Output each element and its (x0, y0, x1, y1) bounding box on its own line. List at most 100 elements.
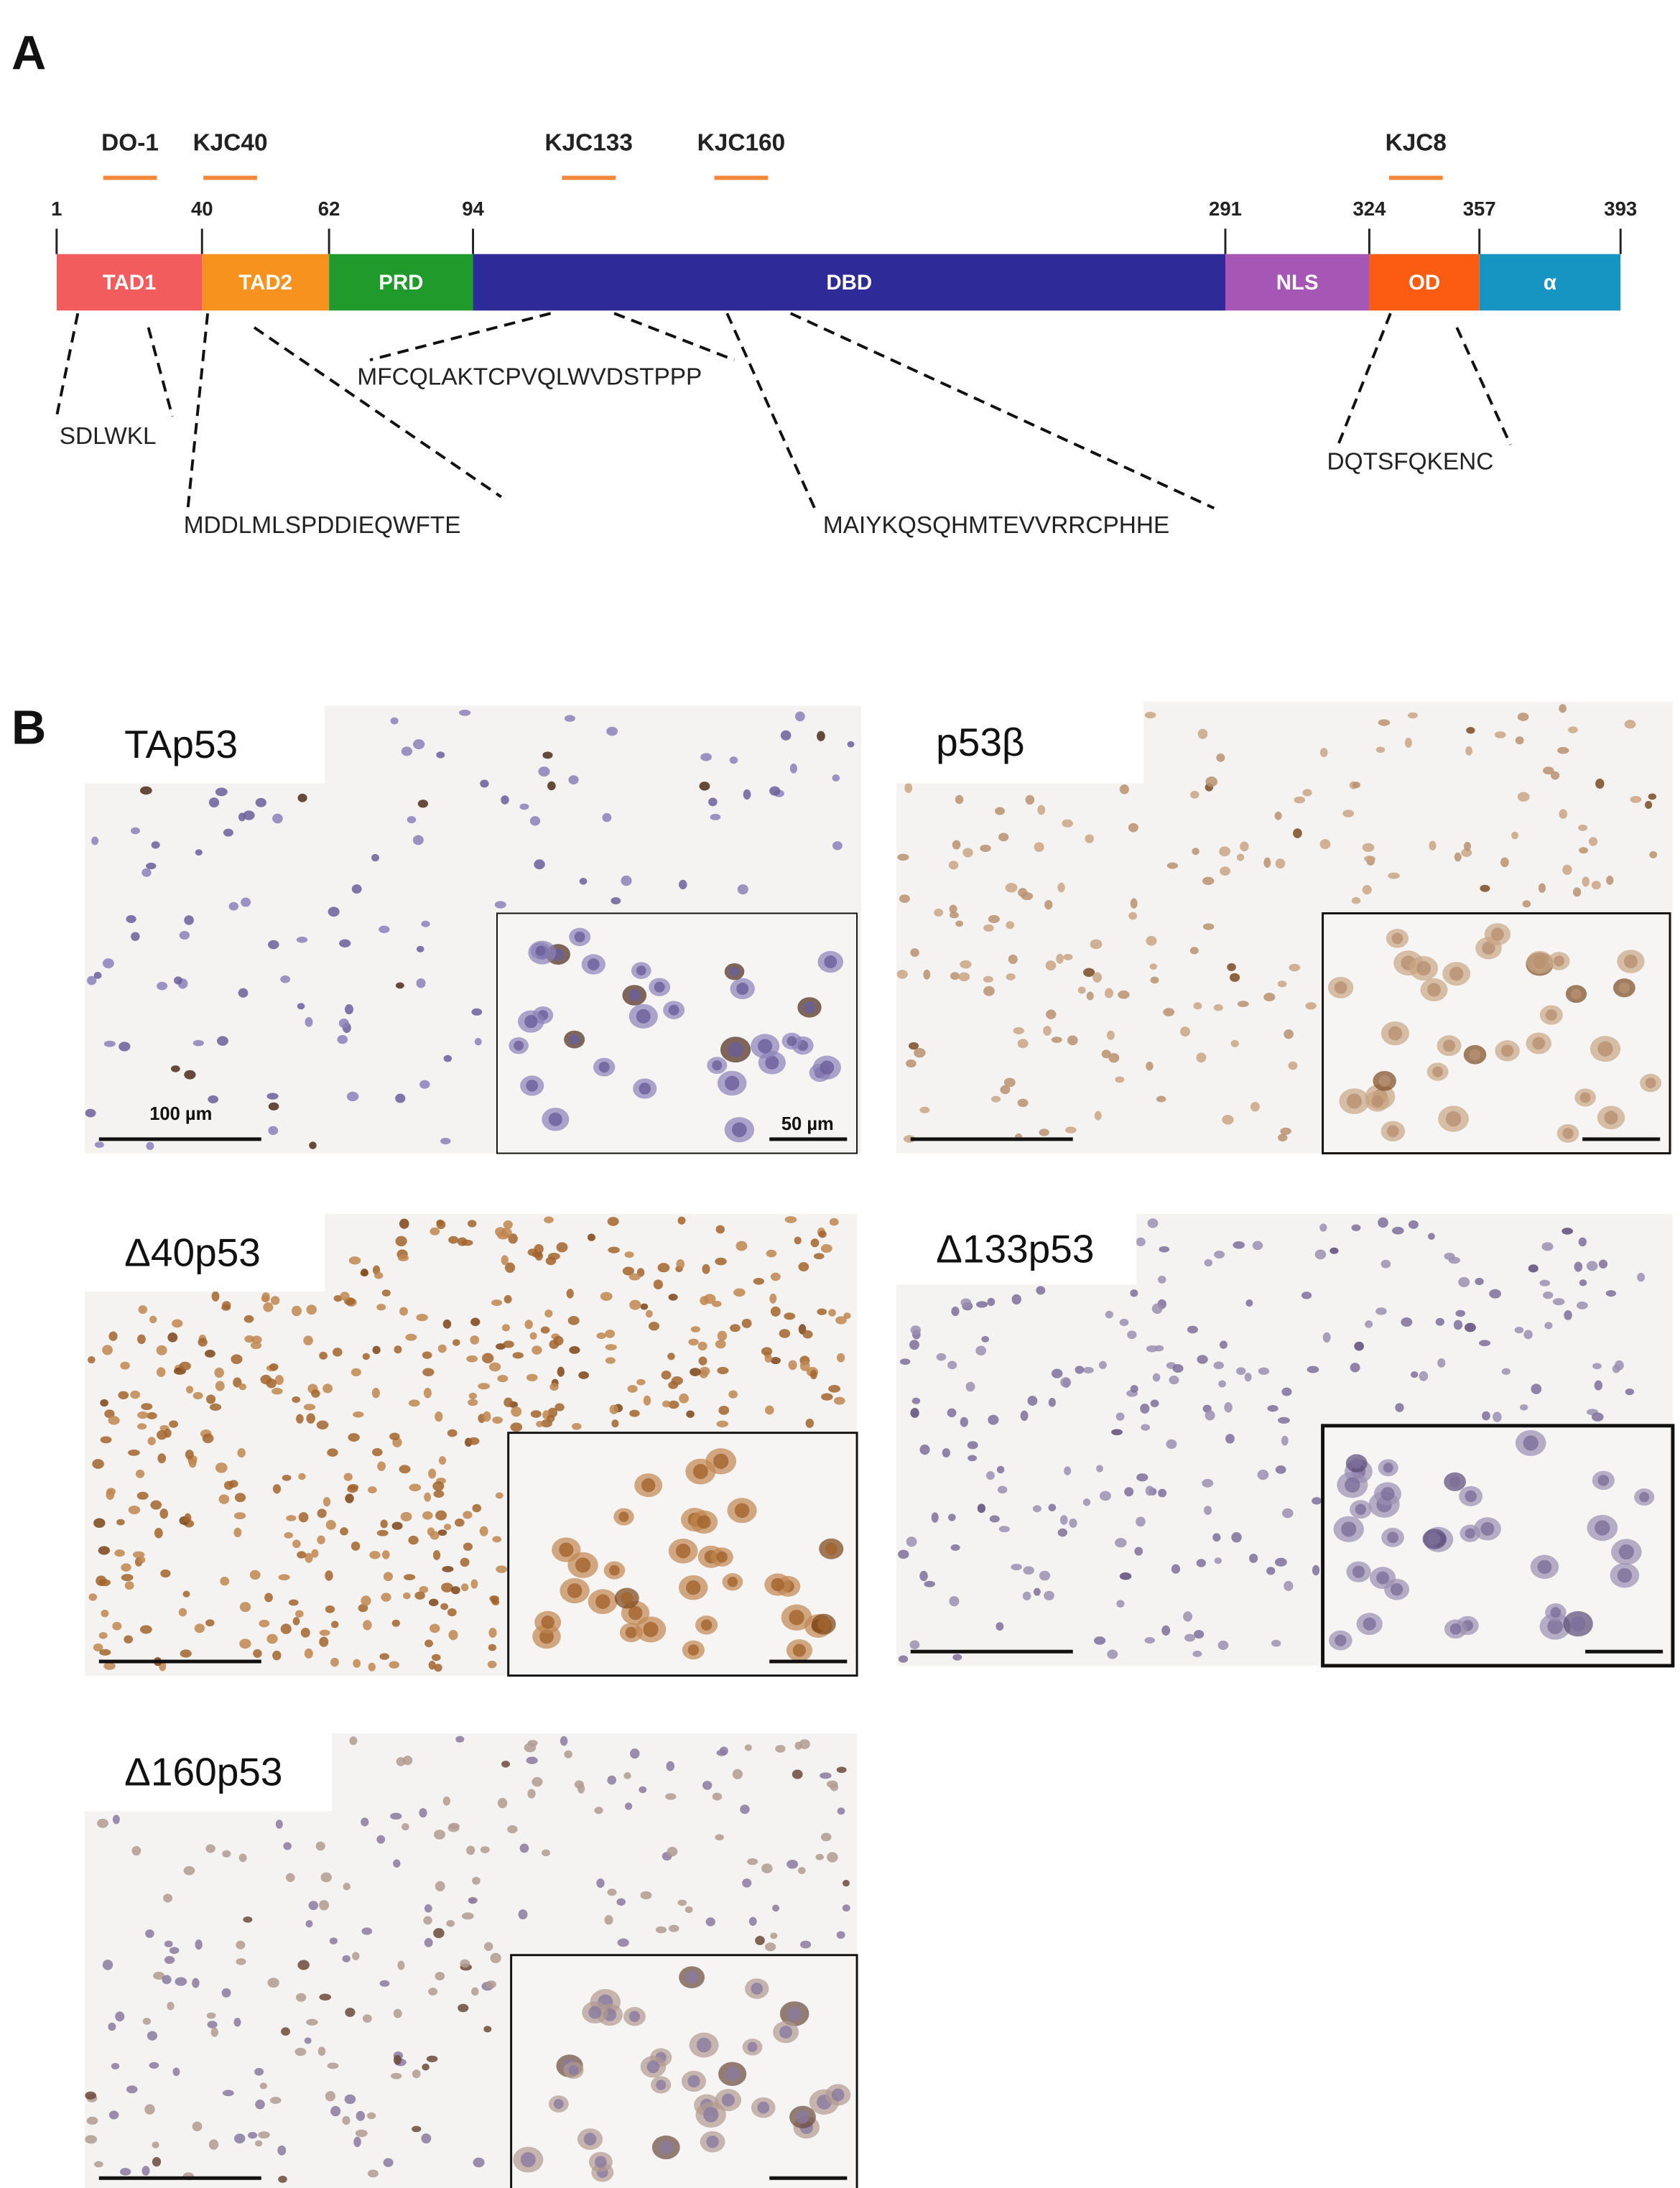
cell (1231, 1531, 1242, 1543)
inset-nucleus (685, 1970, 699, 1984)
cell (1130, 898, 1138, 909)
cell (222, 2090, 234, 2097)
epitope-line (613, 312, 735, 361)
cell (712, 1300, 722, 1307)
cell (114, 1549, 125, 1557)
cell (496, 1565, 508, 1573)
cell (85, 2091, 97, 2100)
inset-nucleus (792, 1644, 806, 1657)
cell (1150, 1399, 1159, 1408)
cell (534, 1244, 544, 1254)
cell (239, 1638, 251, 1649)
cell (419, 1080, 430, 1089)
cell (530, 1410, 542, 1418)
cell (349, 1736, 358, 1746)
cell (267, 1978, 279, 1988)
cell (1096, 1465, 1103, 1473)
cell (1044, 1590, 1054, 1600)
label-box (85, 1733, 333, 1812)
cell (764, 1354, 773, 1363)
cell (1574, 1261, 1583, 1272)
inset-nucleus (1618, 1544, 1634, 1560)
cell (1108, 1052, 1120, 1063)
inset-nucleus (574, 931, 585, 942)
inset-nucleus (1639, 1492, 1650, 1503)
cell (818, 1230, 827, 1238)
cell (141, 1403, 153, 1411)
cell (280, 975, 291, 983)
cell (236, 1958, 246, 1965)
cell (330, 1621, 339, 1628)
cell (184, 1513, 192, 1524)
cell (487, 1660, 497, 1669)
cell (503, 1294, 512, 1304)
cell (698, 1356, 707, 1366)
cell (919, 1444, 930, 1455)
cell (223, 828, 233, 837)
cell (259, 2082, 267, 2090)
cell (428, 1468, 437, 1479)
cell (1146, 935, 1157, 946)
cell (423, 1388, 432, 1399)
cell (624, 1802, 633, 1810)
cell (983, 986, 995, 996)
cell (373, 1271, 384, 1279)
cell (503, 1340, 514, 1348)
cell (1271, 1639, 1281, 1647)
cell (467, 1220, 477, 1228)
inset-nucleus (569, 1034, 580, 1045)
cell (1378, 1217, 1388, 1228)
cell (483, 1942, 493, 1951)
cell (1437, 1358, 1446, 1368)
cell (832, 774, 840, 782)
cell (1435, 1317, 1444, 1326)
cell (376, 1835, 386, 1844)
cell (306, 2018, 318, 2026)
cell (278, 2175, 287, 2183)
cell (948, 861, 959, 870)
cell (343, 1883, 351, 1891)
cell (112, 1814, 120, 1825)
cell (1515, 736, 1524, 745)
cell (215, 1381, 225, 1391)
cell (470, 1317, 481, 1327)
cell (715, 1225, 725, 1234)
cell (665, 1793, 677, 1800)
inset-nucleus (1427, 983, 1442, 997)
cell (442, 1796, 450, 1806)
inset-nucleus (1532, 1037, 1546, 1050)
cell (255, 797, 266, 807)
cell (91, 836, 99, 845)
cell (414, 1591, 425, 1600)
cell (401, 746, 413, 756)
cell (492, 1416, 503, 1424)
cell (1466, 727, 1475, 734)
cell (1128, 912, 1138, 920)
cell (274, 1375, 284, 1386)
inset-nucleus (628, 989, 641, 1001)
inset-nucleus (687, 1644, 700, 1656)
inset-nucleus (825, 1542, 837, 1555)
inset-nucleus (1449, 1476, 1461, 1488)
cell (361, 1927, 373, 1935)
cell (361, 1269, 368, 1276)
cell (836, 1353, 845, 1363)
cell (1494, 731, 1506, 738)
cell (383, 1572, 393, 1582)
cell (1233, 1241, 1245, 1249)
cell (154, 1528, 163, 1539)
cell (389, 1432, 400, 1440)
cell (712, 1792, 723, 1801)
cell (100, 1436, 112, 1444)
cell (98, 1632, 108, 1639)
cell (743, 789, 751, 800)
cell (241, 897, 251, 907)
cell (1275, 1465, 1286, 1474)
cell (988, 1414, 999, 1425)
cell (817, 731, 825, 741)
cell (566, 1289, 574, 1299)
cell (821, 1393, 833, 1401)
cell (408, 1535, 419, 1545)
cell (436, 1220, 446, 1230)
label-box (896, 701, 1144, 784)
